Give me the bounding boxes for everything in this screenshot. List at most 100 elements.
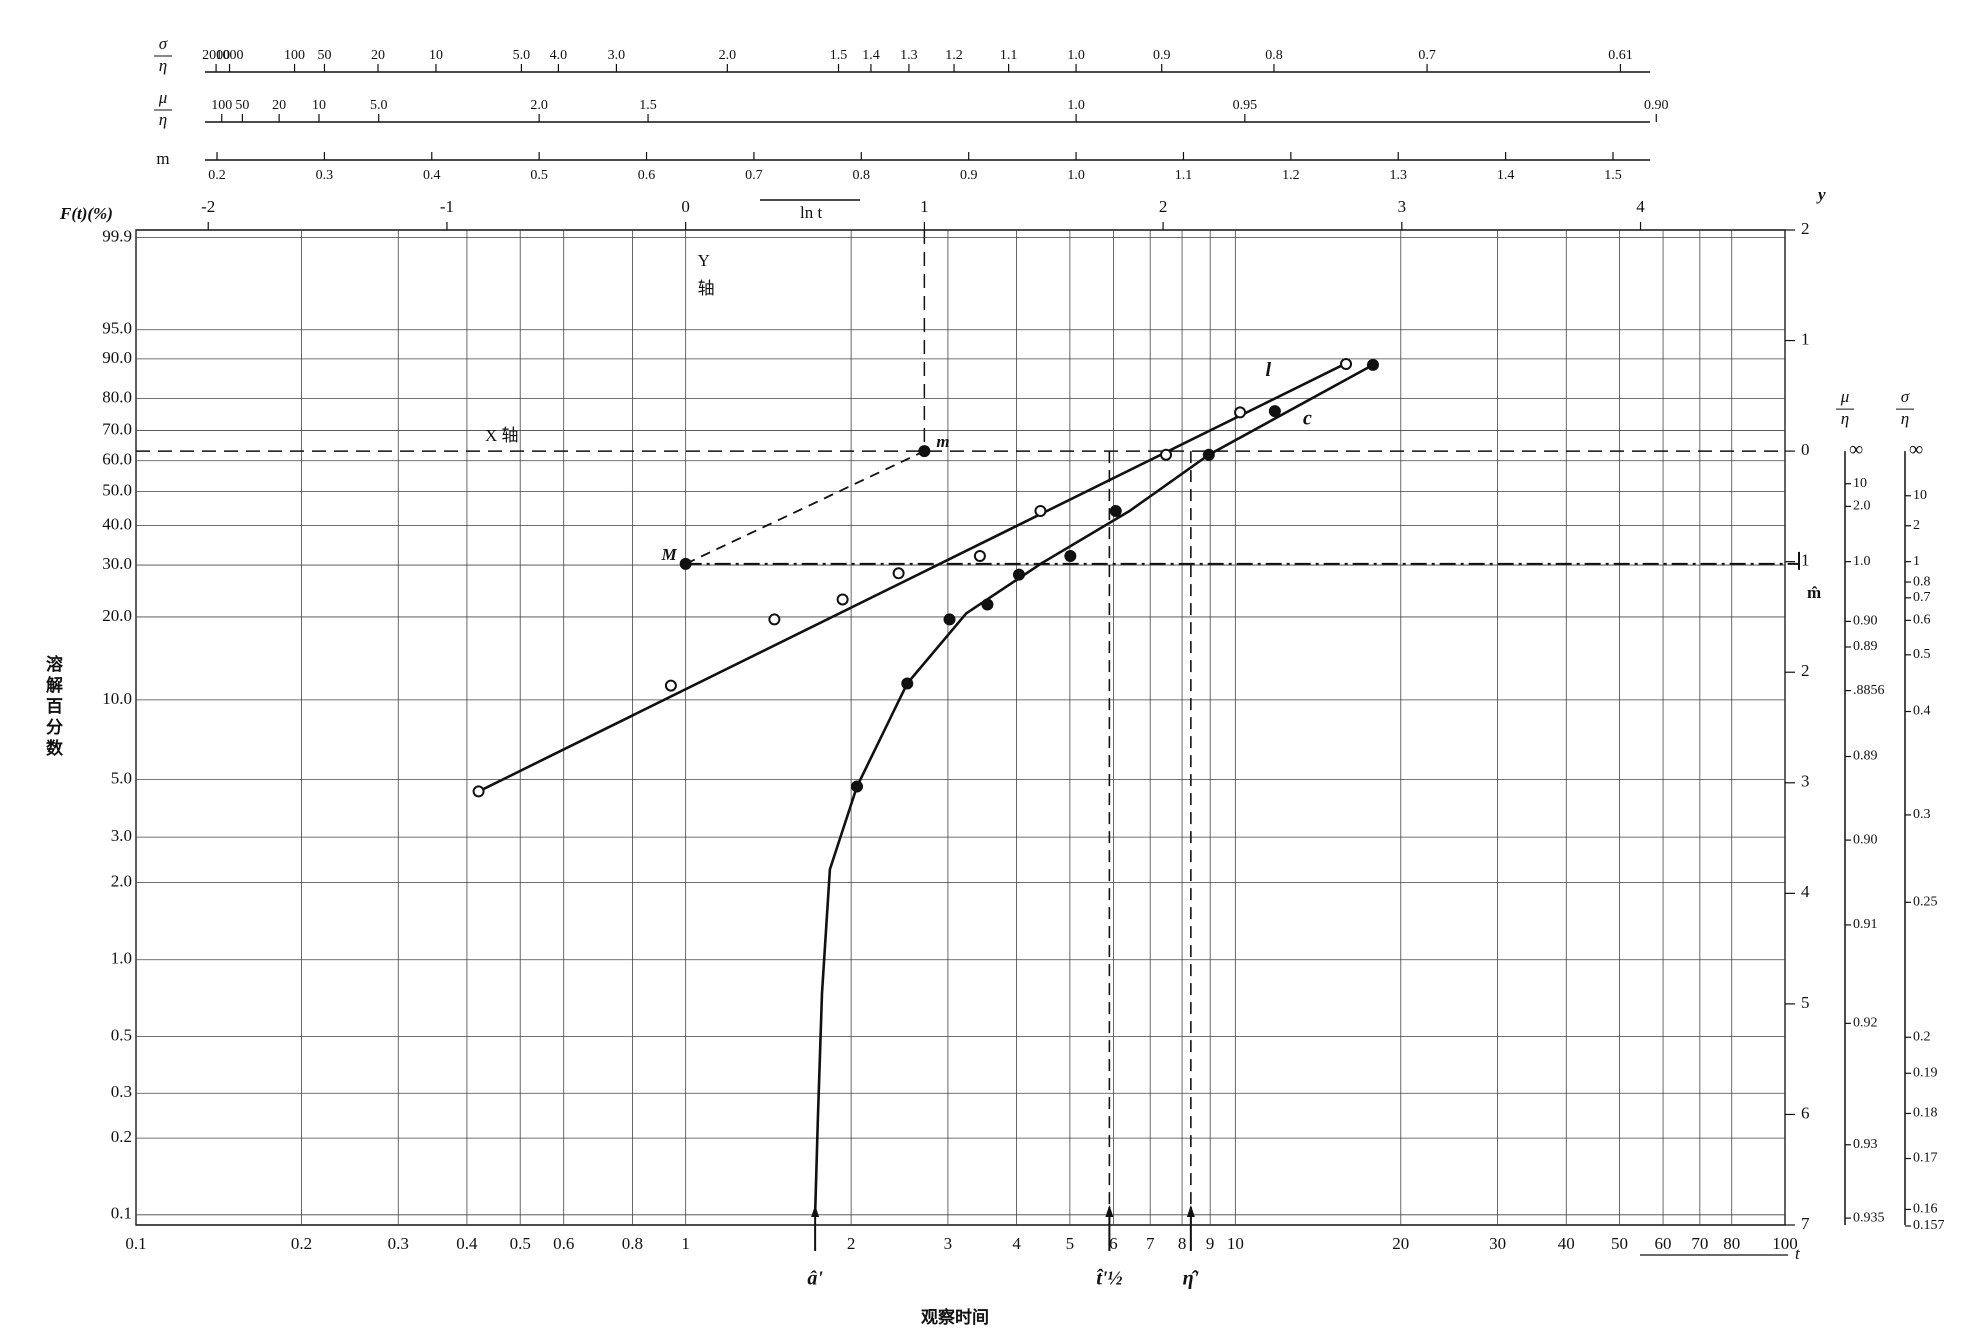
m-scale-title: m <box>156 149 169 168</box>
scale-tick-label: 1.5 <box>639 98 657 113</box>
y2-tick-label: 1 <box>1801 551 1810 570</box>
scale-tick-label: 0.2 <box>1913 1029 1931 1044</box>
scale-tick-label: 1.0 <box>1067 48 1085 63</box>
x-tick-label: 40 <box>1558 1234 1575 1253</box>
x2-tick-label: -1 <box>440 197 454 216</box>
scale-tick-label: 100 <box>284 48 305 63</box>
arrow-head <box>1186 1205 1195 1217</box>
scale-tick-label: 0.6 <box>638 168 656 183</box>
data-point <box>943 613 956 626</box>
scale-tick-label: 5.0 <box>513 48 531 63</box>
y-tick-label: 20.0 <box>102 606 132 625</box>
x2-tick-label: 2 <box>1159 197 1168 216</box>
slope-dashed <box>685 450 925 565</box>
x2-tick-label: 0 <box>681 197 690 216</box>
scale-tick-label: 20 <box>371 48 385 63</box>
scale-tick-label: 2000 <box>202 48 230 63</box>
x-tick-label: 100 <box>1772 1234 1798 1253</box>
x-tick-label: 0.8 <box>622 1234 643 1253</box>
scale-tick-label: 0.90 <box>1853 614 1878 629</box>
y-tick-label: 3.0 <box>111 826 132 845</box>
scale-tick-label: 0.6 <box>1913 613 1931 628</box>
scale-tick-label: 1.5 <box>1604 168 1622 183</box>
y-tick-label: 70.0 <box>102 419 132 438</box>
x-axis-text: X 轴 <box>485 426 519 445</box>
y-tick-label: 2.0 <box>111 871 132 890</box>
x-tick-label: 20 <box>1392 1234 1409 1253</box>
point-label: M <box>661 545 678 564</box>
scale-tick-label: 1000 <box>216 48 244 63</box>
x-tick-label: 9 <box>1206 1234 1215 1253</box>
scale-tick-label: 0.5 <box>1913 647 1931 662</box>
x2-tick-label: 3 <box>1398 197 1407 216</box>
x-tick-label: 60 <box>1655 1234 1672 1253</box>
scale-tick-label: 0.91 <box>1853 917 1878 932</box>
y-tick-label: 0.2 <box>111 1127 132 1146</box>
right-scale-title-den: η <box>1841 409 1849 428</box>
data-point <box>836 593 849 606</box>
marker-label: â' <box>807 1268 823 1290</box>
scale-tick-label: 2.0 <box>1853 499 1871 514</box>
x2-tick-label: 1 <box>920 197 929 216</box>
sd-scale-title-num: σ <box>159 34 168 53</box>
series-label: l <box>1265 359 1271 381</box>
data-point <box>1202 448 1215 461</box>
x-tick-label: 80 <box>1723 1234 1740 1253</box>
x2-axis-title: ln t <box>800 203 822 222</box>
x-axis-title: 观察时间 <box>920 1307 989 1328</box>
y-tick-label: 0.1 <box>111 1204 132 1223</box>
scale-tick-label: 1 <box>1913 554 1920 569</box>
data-point <box>973 550 986 563</box>
y2-tick-label: 4 <box>1801 882 1810 901</box>
y2-tick-label: 6 <box>1801 1103 1810 1122</box>
scale-tick-label: 3.0 <box>608 48 626 63</box>
scale-tick-label: 100 <box>211 98 232 113</box>
y-tick-label: 50.0 <box>102 481 132 500</box>
y-tick-label: 40.0 <box>102 514 132 533</box>
point-marker <box>679 557 692 570</box>
scale-tick-label: 0.16 <box>1913 1202 1938 1217</box>
scale-tick-label: 0.9 <box>960 168 978 183</box>
x-tick-label: 2 <box>847 1234 856 1253</box>
scale-tick-label: 0.90 <box>1644 98 1669 113</box>
scale-tick-label: 2.0 <box>530 98 548 113</box>
y-axis-text: Y <box>698 251 710 270</box>
y2-tick-label: 3 <box>1801 772 1810 791</box>
y-tick-label: 95.0 <box>102 319 132 338</box>
y2-tick-label: 7 <box>1801 1214 1810 1233</box>
x-tick-label: 0.3 <box>388 1234 409 1253</box>
scale-tick-label: 50 <box>317 48 331 63</box>
marker-label: η̂' <box>1183 1268 1200 1290</box>
mean-scale-title-den: η <box>159 110 167 129</box>
scale-tick-label: 0.157 <box>1913 1218 1945 1233</box>
scale-tick-label: 1.4 <box>1497 168 1515 183</box>
data-point <box>1160 448 1173 461</box>
scale-tick-label: 0.7 <box>745 168 763 183</box>
x-tick-label: 6 <box>1109 1234 1118 1253</box>
series-label: c <box>1303 407 1312 429</box>
y-tick-label: 1.0 <box>111 949 132 968</box>
scale-tick-label: 0.89 <box>1853 749 1878 764</box>
x-tick-label: 8 <box>1178 1234 1187 1253</box>
marker-label: t̂'½ <box>1096 1267 1122 1289</box>
scale-tick-label: 0.8 <box>853 168 871 183</box>
x-tick-label: 0.4 <box>456 1234 478 1253</box>
scale-tick-label: .8856 <box>1853 683 1885 698</box>
y-tick-label: 30.0 <box>102 554 132 573</box>
sd-scale-title-den: η <box>159 56 167 75</box>
data-point <box>1268 405 1281 418</box>
scale-tick-label: 0.4 <box>423 168 441 183</box>
scale-tick-label: 5.0 <box>370 98 388 113</box>
x-tick-label: 3 <box>944 1234 953 1253</box>
x-tick-label: 5 <box>1066 1234 1075 1253</box>
scale-tick-label: 10 <box>312 98 326 113</box>
x-tick-label: 0.5 <box>510 1234 531 1253</box>
scale-tick-label: 0.19 <box>1913 1066 1938 1081</box>
scale-tick-label: 0.935 <box>1853 1210 1885 1225</box>
x2-tick-label: -2 <box>201 197 215 216</box>
x-tick-label: 7 <box>1146 1234 1155 1253</box>
data-point <box>1234 406 1247 419</box>
y2-tick-label: 5 <box>1801 993 1810 1012</box>
scale-tick-label: 0.3 <box>316 168 334 183</box>
